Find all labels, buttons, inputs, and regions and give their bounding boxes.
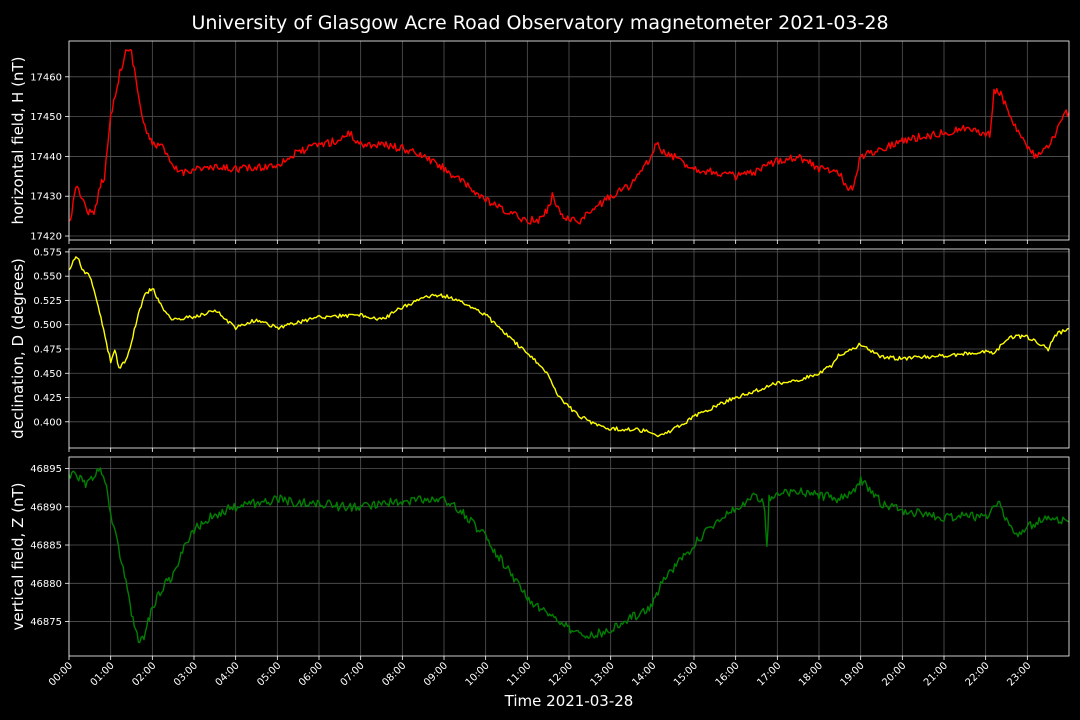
y-axis-label: vertical field, Z (nT) [9, 482, 27, 630]
x-tick-label: 12:00 [547, 660, 575, 688]
y-tick-label: 0.475 [33, 344, 62, 355]
series-line-z-field [68, 467, 1070, 644]
y-tick-label: 46885 [30, 541, 62, 552]
x-tick-label: 10:00 [464, 660, 492, 688]
x-tick-label: 05:00 [255, 660, 283, 688]
y-tick-label: 17450 [30, 112, 62, 123]
x-tick-label: 23:00 [1005, 660, 1033, 688]
x-tick-label: 14:00 [630, 660, 658, 688]
y-tick-label: 0.525 [33, 296, 62, 307]
plot-frame [68, 40, 1070, 241]
x-tick-label: 01:00 [89, 660, 117, 688]
x-axis-label: Time 2021-03-28 [504, 692, 634, 710]
y-tick-label: 46875 [30, 617, 62, 628]
x-tick-label: 02:00 [130, 660, 158, 688]
y-tick-label: 46890 [30, 502, 62, 513]
x-tick-label: 06:00 [297, 660, 325, 688]
y-tick-label: 0.400 [33, 417, 62, 428]
y-tick-label: 0.550 [33, 272, 62, 283]
y-tick-label: 17440 [30, 152, 62, 163]
plot-frame [68, 248, 1070, 449]
x-tick-label: 18:00 [797, 660, 825, 688]
y-axis-label: horizontal field, H (nT) [9, 57, 27, 225]
x-tick-label: 07:00 [339, 660, 367, 688]
x-tick-label: 09:00 [422, 660, 450, 688]
x-tick-label: 13:00 [589, 660, 617, 688]
x-tick-label: 08:00 [380, 660, 408, 688]
y-tick-label: 0.500 [33, 320, 62, 331]
x-tick-label: 16:00 [714, 660, 742, 688]
y-tick-label: 46880 [30, 579, 62, 590]
x-tick-label: 15:00 [672, 660, 700, 688]
x-tick-label: 03:00 [172, 660, 200, 688]
x-tick-label: 21:00 [922, 660, 950, 688]
y-tick-label: 0.450 [33, 369, 62, 380]
plot-frame [68, 456, 1070, 657]
y-tick-label: 17460 [30, 72, 62, 83]
y-tick-label: 46895 [30, 464, 62, 475]
y-tick-label: 17420 [30, 232, 62, 243]
x-tick-label: 19:00 [839, 660, 867, 688]
x-tick-label: 11:00 [505, 660, 533, 688]
y-tick-label: 0.425 [33, 393, 62, 404]
x-tick-label: 17:00 [755, 660, 783, 688]
y-axis-label: declination, D (degrees) [9, 258, 27, 439]
series-line-declination [68, 256, 1070, 438]
x-tick-label: 20:00 [880, 660, 908, 688]
panel-declination: 0.400 0.425 0.450 0.475 0.500 0.525 0.550 0.575… [9, 247, 1070, 452]
x-tick-label: 04:00 [214, 660, 242, 688]
series-line-h-field [68, 48, 1070, 225]
x-tick-label: 22:00 [964, 660, 992, 688]
x-tick-label: 00:00 [47, 660, 75, 688]
y-tick-label: 17430 [30, 192, 62, 203]
x-axis-ticks: 00:00 01:00 02:00 03:00 04:00 05:00 06:00 07:00… [47, 660, 1033, 688]
chart-title: University of Glasgow Acre Road Observat… [191, 12, 888, 34]
y-tick-label: 0.575 [33, 247, 62, 258]
